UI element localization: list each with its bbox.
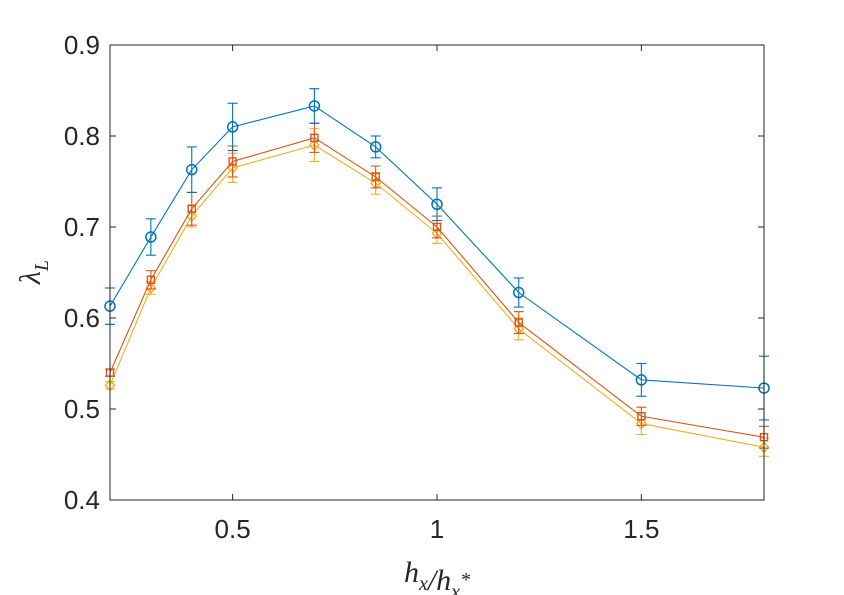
series-layer [104, 88, 770, 457]
axis-label-superscript: * [460, 569, 470, 591]
x-tick-label: 1 [430, 514, 444, 544]
y-tick-label: 0.6 [64, 303, 100, 333]
y-tick-label: 0.4 [64, 485, 100, 515]
data-point-square [432, 222, 442, 232]
y-axis-label: λL [14, 260, 53, 285]
y-tick-label: 0.7 [64, 212, 100, 242]
axis-label-part: /h [426, 564, 451, 595]
axis-label-subscript: x [418, 573, 428, 595]
data-point-square [228, 157, 237, 166]
series-line [109, 144, 765, 448]
axis-label-part: λ [14, 271, 47, 285]
y-tick-label: 0.9 [64, 30, 100, 60]
axis-label-subscript: L [31, 260, 53, 272]
data-point-diamond [635, 417, 647, 430]
data-point-circle [308, 100, 321, 112]
series-line [109, 137, 765, 438]
data-point-square [514, 318, 523, 327]
data-point-circle [431, 198, 443, 210]
data-point-square [310, 133, 319, 143]
data-point-circle [513, 286, 525, 299]
x-tick-label: 1.5 [623, 514, 659, 544]
x-axis-label: hx/hx* [404, 556, 470, 595]
data-point-square [371, 172, 380, 182]
data-point-circle [635, 374, 648, 386]
x-axis-ticks: 0.5 1 1.5 [215, 45, 659, 544]
plot-area [110, 45, 764, 500]
series-line [109, 105, 765, 389]
x-tick-label: 0.5 [215, 514, 251, 544]
data-point-circle [145, 231, 157, 243]
data-point-circle [226, 121, 239, 133]
data-point-square [637, 412, 646, 421]
y-tick-label: 0.8 [64, 121, 100, 151]
data-point-circle [186, 163, 198, 176]
y-tick-label: 0.5 [64, 394, 100, 424]
data-point-square [187, 204, 196, 214]
axis-label-part: h [404, 556, 419, 589]
y-axis-ticks: 0.4 0.5 0.6 0.7 0.8 0.9 [64, 30, 764, 515]
data-point-square [146, 275, 156, 284]
data-point-circle [369, 141, 382, 153]
axis-label-subscript: x [450, 581, 460, 595]
